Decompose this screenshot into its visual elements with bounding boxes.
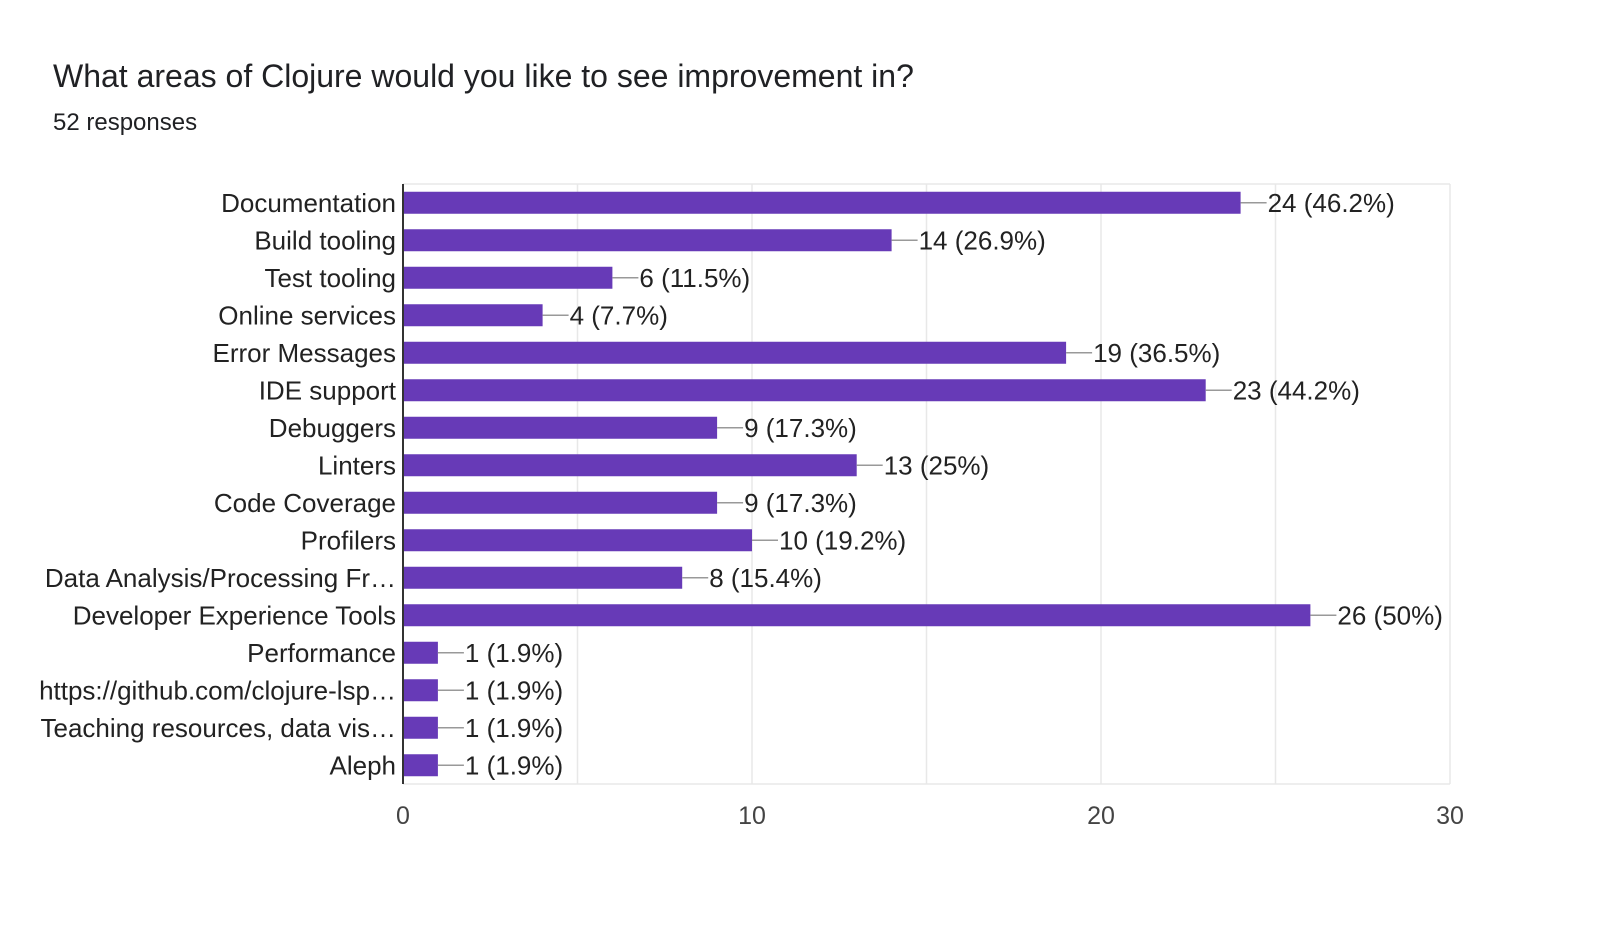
data-labels: 24 (46.2%) 14 (26.9%) 6 (11.5%) 4 (7.7%) 19 … — [437, 188, 1443, 780]
data-label: 1 (1.9%) — [465, 638, 563, 668]
category-label: Error Messages — [213, 338, 397, 368]
category-label: Test tooling — [264, 263, 396, 293]
category-label: Developer Experience Tools — [73, 600, 396, 630]
category-label: Online services — [218, 300, 396, 330]
grid-lines — [403, 183, 1451, 785]
category-label: Teaching resources, data vis… — [40, 713, 396, 743]
bar — [403, 529, 752, 552]
category-label: Performance — [247, 638, 396, 668]
category-labels: Documentation Build tooling Test tooling On… — [39, 188, 397, 781]
bar — [403, 304, 543, 327]
data-label: 1 (1.9%) — [465, 713, 563, 743]
data-label: 8 (15.4%) — [709, 563, 822, 593]
category-label: https://github.com/clojure-lsp… — [39, 675, 396, 705]
category-label: Build tooling — [254, 225, 396, 255]
category-label: Code Coverage — [214, 488, 396, 518]
data-label: 1 (1.9%) — [465, 750, 563, 780]
bar — [403, 454, 857, 477]
category-label: Profilers — [301, 525, 396, 555]
bar — [403, 191, 1241, 214]
x-tick-label: 10 — [738, 802, 766, 830]
bar — [403, 341, 1067, 364]
bar — [403, 566, 683, 589]
bar — [403, 229, 892, 252]
bars — [402, 184, 1311, 784]
bar — [403, 491, 718, 514]
data-label: 13 (25%) — [884, 450, 990, 480]
bar — [403, 604, 1311, 627]
x-tick-label: 30 — [1436, 802, 1464, 830]
x-tick-label: 20 — [1087, 802, 1115, 830]
bar — [403, 416, 718, 439]
data-label: 9 (17.3%) — [744, 488, 857, 518]
bar — [403, 679, 438, 702]
category-label: Documentation — [221, 188, 396, 218]
category-label: Linters — [318, 450, 396, 480]
x-tick-label: 0 — [396, 802, 410, 830]
chart-title: What areas of Clojure would you like to … — [53, 58, 914, 94]
data-label: 4 (7.7%) — [570, 300, 668, 330]
data-label: 10 (19.2%) — [779, 525, 906, 555]
data-label: 19 (36.5%) — [1093, 338, 1220, 368]
bar — [403, 754, 438, 777]
data-label: 26 (50%) — [1337, 600, 1443, 630]
data-label: 24 (46.2%) — [1268, 188, 1395, 218]
category-label: IDE support — [259, 375, 397, 405]
data-label: 6 (11.5%) — [639, 263, 750, 293]
bar — [403, 716, 438, 739]
data-label: 1 (1.9%) — [465, 675, 563, 705]
bar — [403, 641, 438, 664]
data-label: 23 (44.2%) — [1233, 375, 1360, 405]
category-label: Aleph — [330, 750, 397, 780]
bar — [403, 379, 1206, 402]
category-label: Debuggers — [269, 413, 396, 443]
data-label: 14 (26.9%) — [919, 225, 1046, 255]
category-label: Data Analysis/Processing Fr… — [45, 563, 396, 593]
bar — [403, 266, 613, 289]
data-label: 9 (17.3%) — [744, 413, 857, 443]
x-axis-ticks: 0 10 20 30 — [396, 802, 1464, 830]
response-count: 52 responses — [53, 109, 198, 136]
